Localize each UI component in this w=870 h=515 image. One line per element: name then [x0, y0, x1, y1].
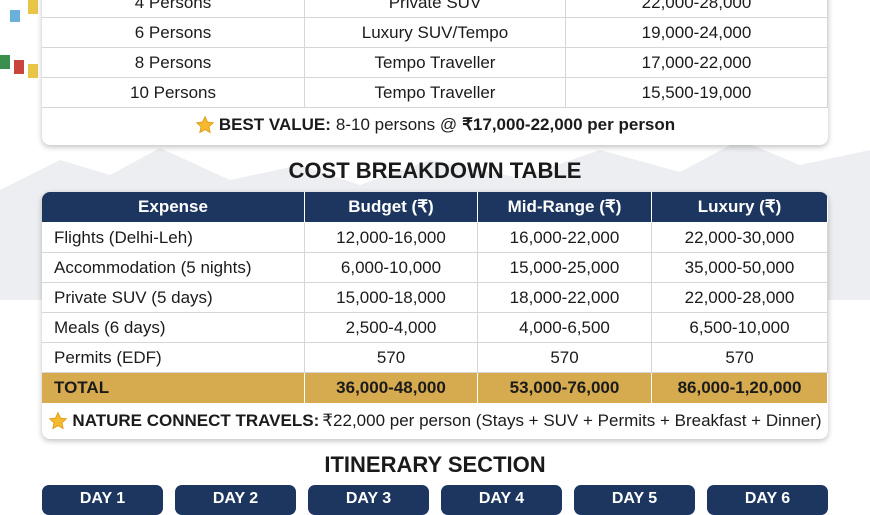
table-cell: Meals (6 days): [42, 313, 305, 343]
table-cell: 570: [652, 343, 828, 373]
table-cell: 15,000-25,000: [478, 253, 652, 283]
nature-connect-note: NATURE CONNECT TRAVELS: ₹22,000 per perso…: [42, 404, 828, 437]
star-icon: [49, 411, 68, 429]
table-cell: 10 Persons: [42, 78, 305, 108]
table-cell: 19,000-24,000: [566, 18, 828, 48]
nature-connect-text: ₹22,000 per person (Stays + SUV + Permit…: [322, 410, 822, 430]
table-cell: 570: [305, 343, 478, 373]
table-cell: 8 Persons: [42, 48, 305, 78]
day-button[interactable]: DAY 2: [175, 485, 296, 515]
table-cell: 2,500-4,000: [305, 313, 478, 343]
table-cell: Flights (Delhi-Leh): [42, 223, 305, 253]
table-cell: Permits (EDF): [42, 343, 305, 373]
table-cell: Tempo Traveller: [305, 48, 566, 78]
nature-connect-label: NATURE CONNECT TRAVELS:: [72, 410, 320, 430]
day-button[interactable]: DAY 5: [574, 485, 695, 515]
table-cell: 570: [478, 343, 652, 373]
best-value-note: BEST VALUE: 8-10 persons @ ₹17,000-22,000 …: [42, 108, 828, 141]
star-icon: [195, 115, 215, 133]
table-cell: 18,000-22,000: [478, 283, 652, 313]
table-cell: 15,500-19,000: [566, 78, 828, 108]
table-cell: 22,000-28,000: [652, 283, 828, 313]
day-button[interactable]: DAY 4: [441, 485, 562, 515]
total-cell: 36,000-48,000: [305, 373, 478, 404]
header-cell: Expense: [42, 192, 305, 223]
table-cell: 22,000-28,000: [566, 0, 828, 18]
table-cell: 4,000-6,500: [478, 313, 652, 343]
table-cell: 12,000-16,000: [305, 223, 478, 253]
day-button[interactable]: DAY 6: [707, 485, 828, 515]
table-cell: Tempo Traveller: [305, 78, 566, 108]
day-button[interactable]: DAY 1: [42, 485, 163, 515]
section-heading: ITINERARY SECTION: [324, 452, 546, 477]
table-cell: Private SUV (5 days): [42, 283, 305, 313]
cost-table-card: Expense Budget (₹) Mid-Range (₹) Luxury (₹)…: [42, 192, 828, 439]
prayer-flags: [0, 0, 38, 78]
header-cell: Mid-Range (₹): [478, 192, 652, 223]
header-cell: Budget (₹): [305, 192, 478, 223]
day-button[interactable]: DAY 3: [308, 485, 429, 515]
table-cell: 4 Persons: [42, 0, 305, 18]
table-cell: 16,000-22,000: [478, 223, 652, 253]
header-cell: Luxury (₹): [652, 192, 828, 223]
table-cell: 15,000-18,000: [305, 283, 478, 313]
table-cell: 17,000-22,000: [566, 48, 828, 78]
table-cell: Private SUV: [305, 0, 566, 18]
best-value-text: 8-10 persons @: [335, 114, 458, 134]
section-heading: COST BREAKDOWN TABLE: [288, 158, 582, 183]
best-value-label: BEST VALUE:: [218, 114, 331, 134]
table-cell: 6,000-10,000: [305, 253, 478, 283]
total-cell: 86,000-1,20,000: [652, 373, 828, 404]
table-cell: Luxury SUV/Tempo: [305, 18, 566, 48]
total-cell: TOTAL: [42, 373, 305, 404]
table-cell: Accommodation (5 nights): [42, 253, 305, 283]
table-cell: 6,500-10,000: [652, 313, 828, 343]
table-cell: 6 Persons: [42, 18, 305, 48]
total-cell: 53,000-76,000: [478, 373, 652, 404]
best-value-highlight: ₹17,000-22,000 per person: [462, 114, 676, 134]
group-table-card: 4 Persons Private SUV 22,000-28,000 6 Perso…: [42, 0, 828, 145]
table-cell: 22,000-30,000: [652, 223, 828, 253]
table-cell: 35,000-50,000: [652, 253, 828, 283]
